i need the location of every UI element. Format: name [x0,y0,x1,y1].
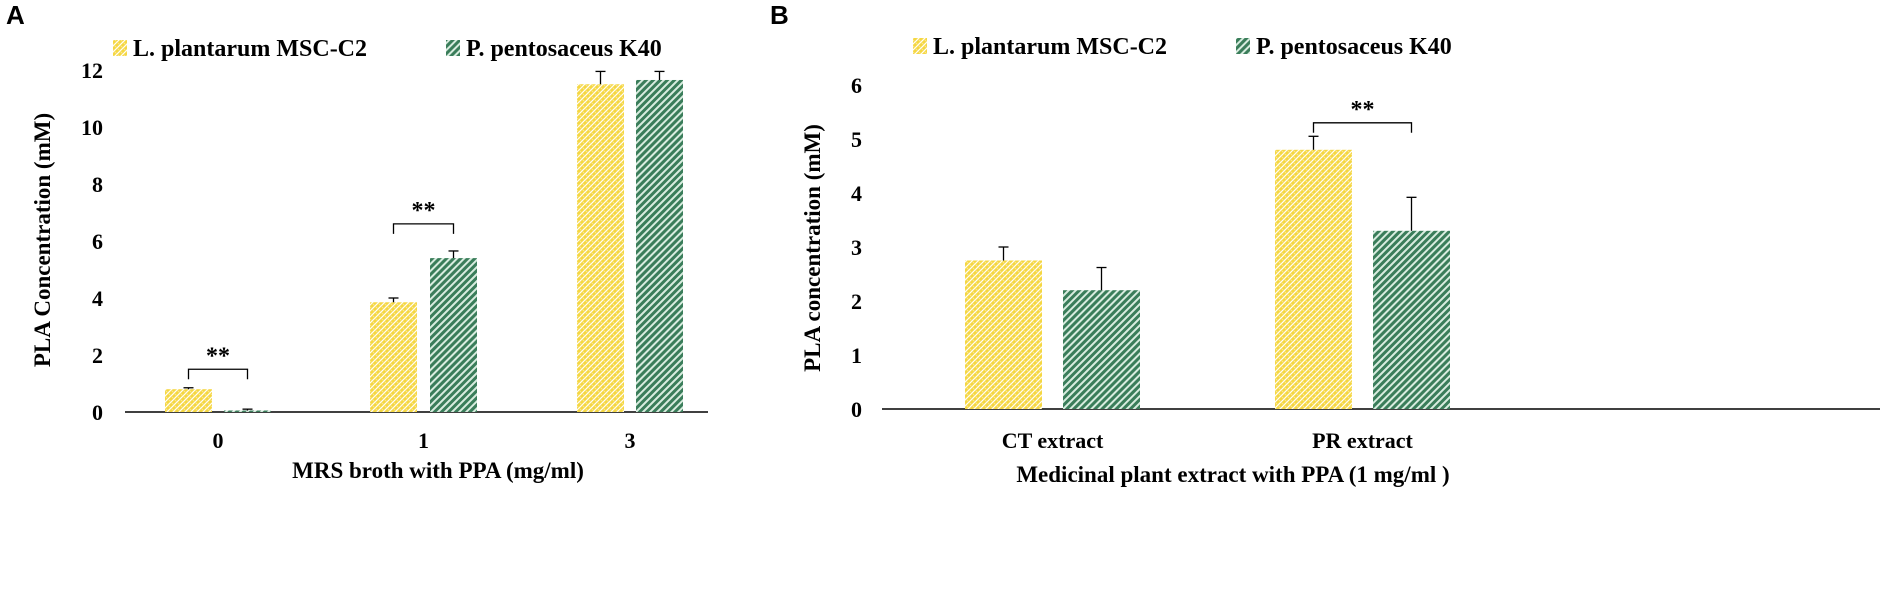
panel-b-significance-label: ** [1351,97,1375,123]
panel-b-legend-label-b: P. pentosaceus K40 [1256,34,1452,60]
panel-a-significance-bracket [392,223,455,234]
panel-a-y-axis-title: PLA Concentration (mM) [30,113,55,367]
panel-b-y-tick-label: 0 [851,397,862,422]
panel-b-y-ticks: 0 1 2 3 4 5 6 [851,73,862,422]
panel-a-y-tick-label: 8 [92,172,103,197]
panel-a-y-tick-label: 6 [92,229,103,254]
panel-a-significance: ** ** [187,198,455,380]
panel-a-y-tick-label: 12 [81,58,103,83]
panel-a-bar-p-pentosaceus-2 [636,79,683,412]
panel-a-bar-l-plantarum-0 [165,389,212,412]
panel-a-legend-label-a: L. plantarum MSC-C2 [133,36,367,62]
panel-a-legend-swatch-a [113,40,127,56]
panel-b-x-axis-title: Medicinal plant extract with PPA (1 mg/m… [1016,462,1449,487]
panel-a-y-tick-label: 4 [92,286,103,311]
panel-b-y-tick-label: 4 [851,181,862,206]
panel-b-y-tick-label: 3 [851,235,862,260]
panel-a-y-tick-label: 0 [92,400,103,425]
panel-a-x-tick-label: 0 [213,428,224,453]
panel-a-x-ticks: 0 1 3 [213,428,636,453]
panel-b-legend-swatch-a [913,38,927,54]
panel-a-bar-p-pentosaceus-0 [224,410,271,412]
panel-a-x-axis-title: MRS broth with PPA (mg/ml) [292,458,584,483]
panel-a-bar-p-pentosaceus-1 [430,258,477,412]
panel-b-bar-l-plantarum-0 [965,260,1042,409]
panel-b-y-axis-title: PLA concentration (mM) [800,124,825,372]
panel-b: B L. plantarum MSC-C2 P. pentosaceus K40… [770,0,1880,487]
panel-b-bar-p-pentosaceus-0 [1063,290,1140,409]
panel-a-significance-label: ** [206,343,230,369]
panel-b-x-tick-label: PR extract [1312,428,1413,453]
panel-b-y-tick-label: 6 [851,73,862,98]
panel-b-bar-l-plantarum-1 [1275,149,1352,410]
panel-b-y-tick-label: 5 [851,127,862,152]
panel-a-y-tick-label: 2 [92,343,103,368]
panel-a-bar-l-plantarum-1 [370,302,417,412]
panel-b-label: B [770,0,789,30]
panel-b-bars [965,135,1450,410]
panel-b-x-ticks: CT extract PR extract [1002,428,1414,453]
panel-a-legend-swatch-b [446,40,460,56]
panel-b-y-tick-label: 2 [851,289,862,314]
panel-a: A L. plantarum MSC-C2 P. pentosaceus K40… [6,0,708,483]
panel-a-bars [165,70,683,412]
panel-b-legend-label-a: L. plantarum MSC-C2 [933,34,1167,60]
panel-b-significance-bracket [1312,122,1413,133]
panel-a-significance-bracket [187,368,249,380]
panel-a-legend: L. plantarum MSC-C2 P. pentosaceus K40 [113,36,662,62]
panel-b-legend-swatch-b [1236,38,1250,54]
panel-b-significance: ** [1312,97,1413,133]
panel-a-bar-l-plantarum-2 [577,84,624,412]
panel-b-x-tick-label: CT extract [1002,428,1104,453]
panel-b-y-tick-label: 1 [851,343,862,368]
panel-a-significance-label: ** [412,198,436,224]
panel-a-y-tick-label: 10 [81,115,103,140]
panel-a-x-tick-label: 3 [625,428,636,453]
panel-b-legend: L. plantarum MSC-C2 P. pentosaceus K40 [913,34,1452,60]
panel-a-x-tick-label: 1 [418,428,429,453]
panel-a-label: A [6,0,25,30]
panel-b-bar-p-pentosaceus-1 [1373,230,1450,409]
panel-a-legend-label-b: P. pentosaceus K40 [466,36,662,62]
panel-a-y-ticks: 0 2 4 6 8 10 12 [81,58,103,425]
